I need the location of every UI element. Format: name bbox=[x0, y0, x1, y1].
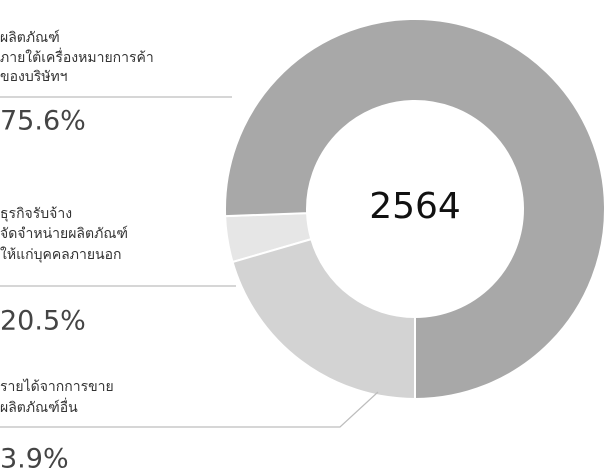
value-label: 20.5% bbox=[0, 306, 86, 337]
center-label: 2564 bbox=[369, 186, 461, 227]
category-label: รายได้จากการขาย bbox=[0, 378, 114, 395]
donut-segment bbox=[224, 18, 606, 401]
category-label: ให้แก่บุคคลภายนอก bbox=[0, 246, 122, 263]
category-label: ผลิตภัณฑ์อื่น bbox=[0, 398, 78, 416]
donut-segment bbox=[231, 237, 416, 401]
category-label: ธุรกิจรับจ้าง bbox=[0, 206, 72, 222]
leader-line bbox=[0, 391, 379, 428]
category-label: ภายใต้เครื่องหมายการค้า bbox=[0, 48, 154, 66]
category-label: จัดจำหน่ายผลิตภัณฑ์ bbox=[0, 225, 128, 242]
category-label: ของบริษัทฯ bbox=[0, 69, 68, 85]
value-label: 3.9% bbox=[0, 444, 69, 474]
value-label: 75.6% bbox=[0, 106, 86, 137]
category-label: ผลิตภัณฑ์ bbox=[0, 29, 60, 46]
